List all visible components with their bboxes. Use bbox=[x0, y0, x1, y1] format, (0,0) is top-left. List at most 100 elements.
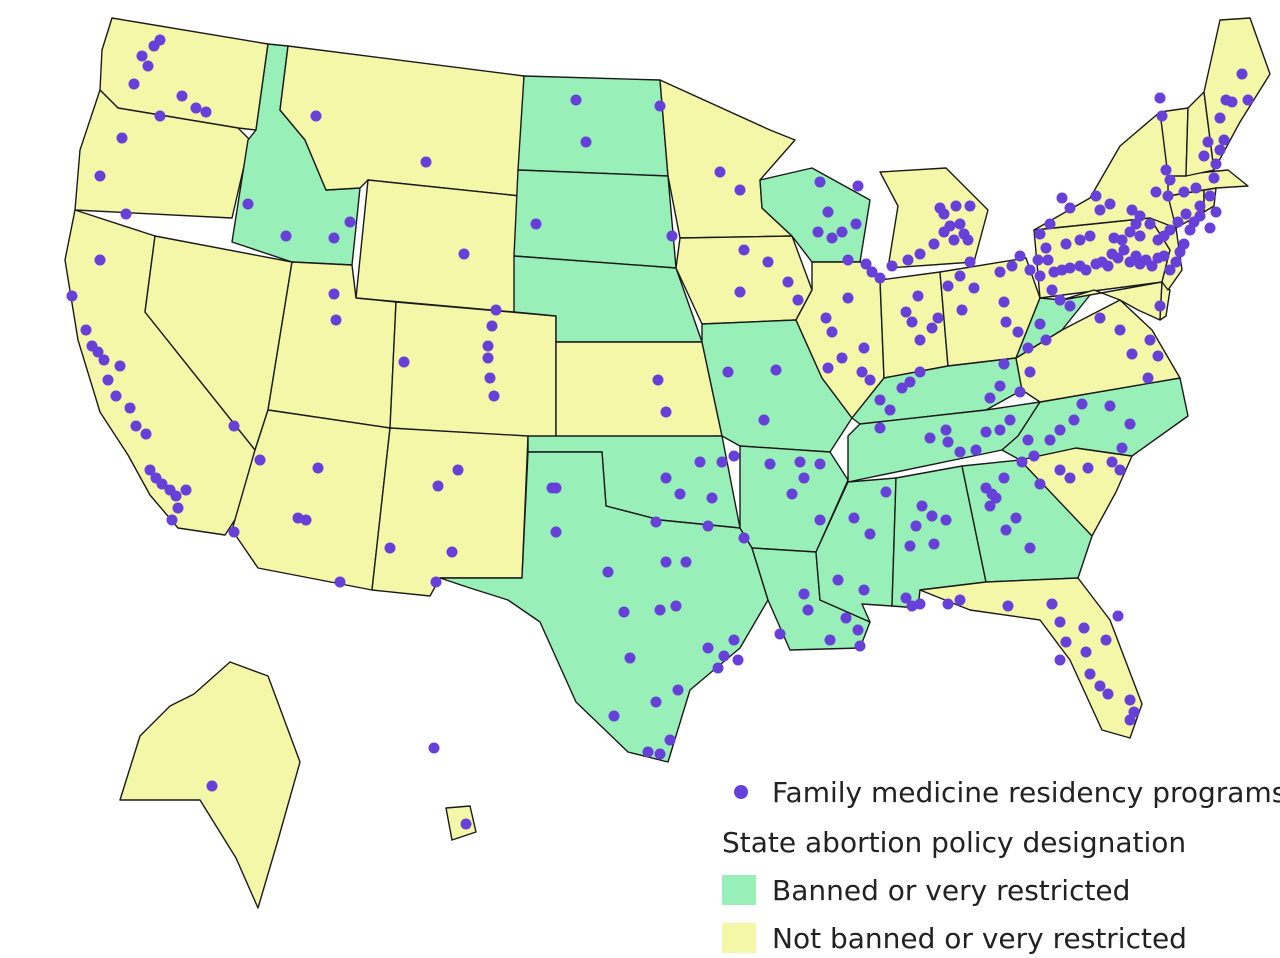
residency-program-dot bbox=[490, 304, 502, 316]
residency-program-dot bbox=[926, 322, 938, 334]
residency-program-dot bbox=[1076, 398, 1088, 410]
residency-program-dot bbox=[702, 642, 714, 654]
residency-program-dot bbox=[940, 514, 952, 526]
residency-program-dot bbox=[1102, 260, 1114, 272]
residency-program-dot bbox=[774, 628, 786, 640]
residency-program-dot bbox=[948, 234, 960, 246]
residency-program-dot bbox=[1022, 434, 1034, 446]
residency-program-dot bbox=[714, 166, 726, 178]
residency-program-dot bbox=[856, 366, 868, 378]
state-new-mexico bbox=[371, 427, 529, 597]
residency-program-dot bbox=[928, 238, 940, 250]
residency-program-dot bbox=[984, 392, 996, 404]
residency-program-dot bbox=[228, 420, 240, 432]
residency-program-dot bbox=[1042, 254, 1054, 266]
residency-program-dot bbox=[904, 376, 916, 388]
residency-program-dot bbox=[642, 746, 654, 758]
residency-program-dot bbox=[852, 624, 864, 636]
residency-program-dot bbox=[914, 366, 926, 378]
residency-program-dot bbox=[1126, 348, 1138, 360]
residency-program-dot bbox=[990, 492, 1002, 504]
residency-program-dot bbox=[618, 606, 630, 618]
residency-program-dot bbox=[1094, 680, 1106, 692]
residency-program-dot bbox=[854, 640, 866, 652]
residency-program-dot bbox=[1146, 260, 1158, 272]
residency-program-dot bbox=[964, 200, 976, 212]
residency-program-dot bbox=[858, 342, 870, 354]
residency-program-dot bbox=[884, 404, 896, 416]
residency-program-dot bbox=[1170, 256, 1182, 268]
legend-policy-heading-row: State abortion policy designation bbox=[722, 822, 1186, 862]
residency-program-dot bbox=[154, 110, 166, 122]
residency-program-dot bbox=[836, 352, 848, 364]
residency-program-dot bbox=[1114, 324, 1126, 336]
residency-program-dot bbox=[1064, 472, 1076, 484]
residency-program-dot bbox=[1116, 442, 1128, 454]
residency-program-dot bbox=[446, 546, 458, 558]
residency-program-dot bbox=[942, 598, 954, 610]
residency-program-dot bbox=[142, 60, 154, 72]
residency-program-dot bbox=[734, 184, 746, 196]
residency-program-dot bbox=[580, 136, 592, 148]
residency-program-dot bbox=[950, 200, 962, 212]
residency-program-dot bbox=[206, 780, 218, 792]
residency-program-dot bbox=[1016, 456, 1028, 468]
residency-program-dot bbox=[128, 78, 140, 90]
residency-program-dot bbox=[798, 588, 810, 600]
residency-program-dot bbox=[1084, 230, 1096, 242]
residency-program-dot bbox=[970, 444, 982, 456]
residency-program-dot bbox=[914, 334, 926, 346]
residency-program-dot bbox=[1142, 372, 1154, 384]
residency-program-dot bbox=[92, 346, 104, 358]
residency-program-dot bbox=[916, 500, 928, 512]
residency-program-dot bbox=[1178, 186, 1190, 198]
residency-program-dot bbox=[1160, 164, 1172, 176]
legend-policy-heading: State abortion policy designation bbox=[722, 825, 1187, 859]
residency-program-dot bbox=[826, 326, 838, 338]
residency-program-dot bbox=[1214, 112, 1226, 124]
residency-program-dot bbox=[860, 258, 872, 270]
residency-program-dots bbox=[66, 34, 1254, 830]
residency-program-dot bbox=[1162, 190, 1174, 202]
residency-program-dot bbox=[1014, 250, 1026, 262]
residency-program-dot bbox=[1044, 434, 1056, 446]
residency-program-dot bbox=[814, 458, 826, 470]
residency-program-dot bbox=[110, 390, 122, 402]
residency-program-dot bbox=[942, 436, 954, 448]
residency-program-dot bbox=[1080, 646, 1092, 658]
residency-program-dot bbox=[914, 598, 926, 610]
residency-program-dot bbox=[852, 180, 864, 192]
residency-program-dot bbox=[1116, 234, 1128, 246]
residency-program-dot bbox=[1004, 414, 1016, 426]
residency-program-dot bbox=[858, 584, 870, 596]
residency-program-dot bbox=[914, 248, 926, 260]
residency-program-dot bbox=[1242, 94, 1254, 106]
residency-program-dot bbox=[814, 514, 826, 526]
residency-program-dot bbox=[928, 538, 940, 550]
state-maine bbox=[1203, 17, 1271, 171]
residency-program-dot bbox=[904, 540, 916, 552]
residency-program-dot bbox=[482, 352, 494, 364]
residency-program-dot bbox=[926, 510, 938, 522]
legend-not-banned-row: Not banned or very restricted bbox=[722, 918, 1187, 958]
residency-program-dot bbox=[172, 502, 184, 514]
state-kansas bbox=[555, 341, 723, 441]
residency-program-dot bbox=[432, 480, 444, 492]
residency-program-dot bbox=[1164, 264, 1176, 276]
residency-program-dot bbox=[802, 604, 814, 616]
residency-program-dot bbox=[910, 520, 922, 532]
legend-program-row: Family medicine residency programs bbox=[722, 772, 1280, 812]
residency-program-dot bbox=[994, 424, 1006, 436]
residency-program-dot bbox=[660, 556, 672, 568]
residency-program-dot bbox=[758, 414, 770, 426]
residency-program-dot bbox=[1194, 210, 1206, 222]
residency-program-dot bbox=[984, 500, 996, 512]
residency-program-dot bbox=[1210, 158, 1222, 170]
residency-program-dot bbox=[906, 316, 918, 328]
residency-program-dot bbox=[994, 266, 1006, 278]
residency-program-dot bbox=[1084, 668, 1096, 680]
residency-program-dot bbox=[292, 512, 304, 524]
residency-program-dot bbox=[328, 288, 340, 300]
residency-program-dot bbox=[954, 594, 966, 606]
residency-program-dot bbox=[874, 394, 886, 406]
